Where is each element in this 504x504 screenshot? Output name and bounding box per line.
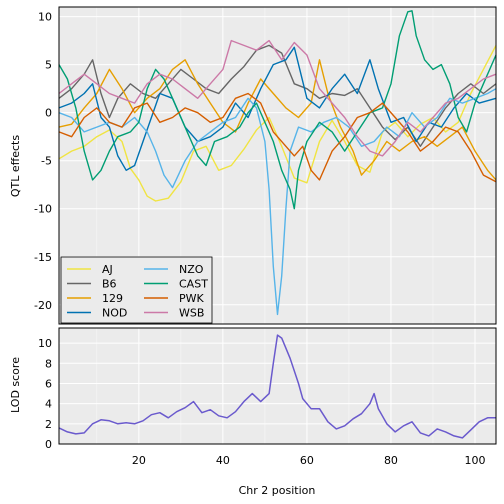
qtl-series-line-wsb (58, 39, 497, 157)
qtl-series-line-nzo (58, 88, 497, 316)
qtl-y-tick-label: -5 (41, 155, 52, 168)
legend-label-pwk: PWK (179, 292, 205, 305)
legend-label-129: 129 (102, 292, 123, 305)
legend-label-b6: B6 (102, 278, 117, 291)
qtl-series-line-pwk (58, 92, 497, 183)
lod-y-tick-label: 6 (45, 377, 52, 390)
qtl-series-line-nod (58, 46, 497, 171)
lod-y-tick-label: 10 (38, 337, 52, 350)
x-tick-label: 40 (216, 454, 230, 467)
y-axis-title-qtl-effects: QTL effects (9, 135, 22, 197)
legend-label-nzo: NZO (179, 263, 204, 276)
x-tick-label: 100 (464, 454, 485, 467)
x-tick-label: 20 (132, 454, 146, 467)
qtl-panel-border (58, 6, 497, 325)
lod-y-tick-label: 2 (45, 418, 52, 431)
lod-score-panel: 0 2 4 6 8 10 20 40 60 80 100 (38, 327, 497, 467)
qtl-y-tick-label: 0 (45, 107, 52, 120)
x-tick-label: 60 (300, 454, 314, 467)
lod-y-tick-label: 0 (45, 438, 52, 451)
qtl-series-line-129 (58, 59, 497, 181)
qtl-y-tick-label: -20 (34, 299, 52, 312)
qtl-y-tick-label: 5 (45, 59, 52, 72)
lod-plot-background (59, 328, 496, 444)
lod-y-tick-label: 4 (45, 398, 52, 411)
qtl-y-tick-label: 10 (38, 11, 52, 24)
legend-label-aj: AJ (102, 263, 113, 276)
qtl-y-tick-label: -10 (34, 203, 52, 216)
x-axis-title: Chr 2 position (239, 484, 316, 497)
y-axis-title-lod-score: LOD score (9, 357, 22, 413)
legend-label-wsb: WSB (179, 307, 204, 320)
qtl-y-tick-label: -15 (34, 251, 52, 264)
lod-y-tick-label: 8 (45, 357, 52, 370)
legend-label-nod: NOD (102, 307, 127, 320)
lod-series-line-lod (58, 334, 496, 439)
qtl-series-line-cast (58, 10, 497, 210)
legend-label-cast: CAST (179, 278, 208, 291)
lod-panel-border (58, 327, 497, 445)
x-tick-label: 80 (384, 454, 398, 467)
qtl-series-line-b6 (58, 44, 497, 147)
